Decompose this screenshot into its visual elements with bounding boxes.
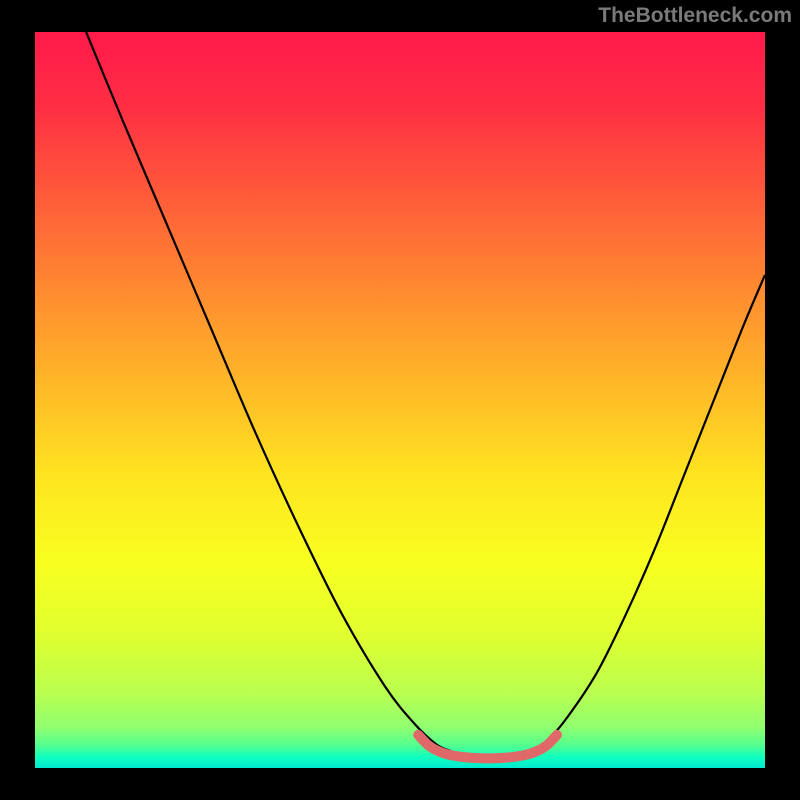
- optimal-zone-marker: [418, 735, 557, 759]
- plot-area: [35, 32, 765, 768]
- curve-layer: [35, 32, 765, 768]
- curve-right: [531, 275, 765, 751]
- chart-container: { "watermark": { "text": "TheBottleneck.…: [0, 0, 800, 800]
- watermark-text: TheBottleneck.com: [598, 4, 792, 28]
- curve-left: [86, 32, 451, 751]
